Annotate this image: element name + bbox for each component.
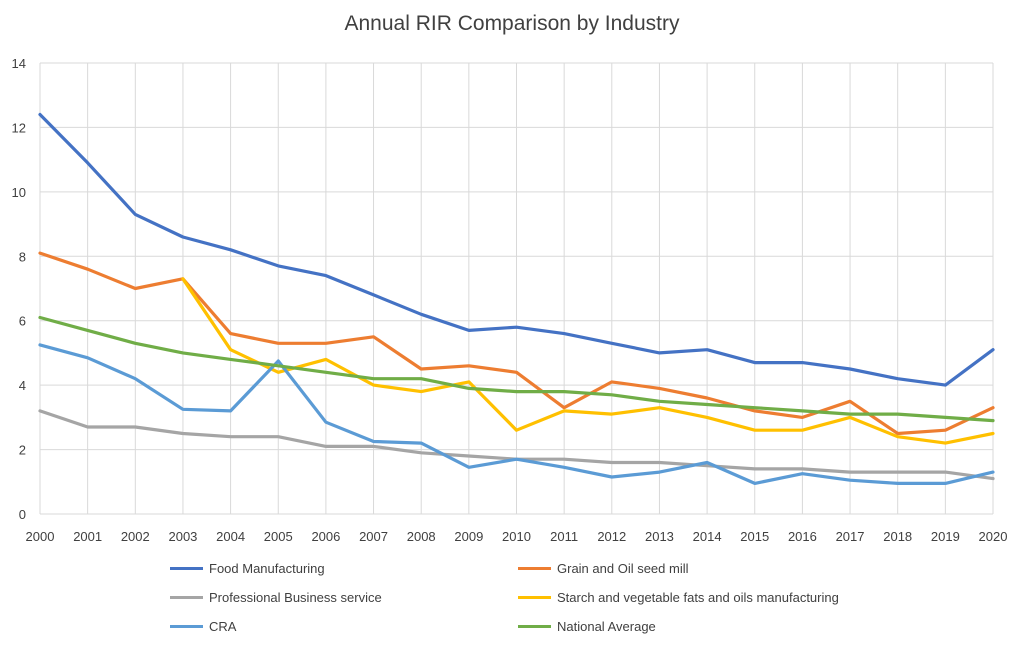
x-tick-label: 2000 [26,529,55,544]
series-line-food-manufacturing [38,112,995,387]
x-tick-label: 2013 [645,529,674,544]
y-tick-label: 12 [12,120,26,135]
y-tick-label: 6 [19,314,26,329]
x-tick-label: 2005 [264,529,293,544]
y-tick-label: 4 [19,378,26,393]
x-tick-label: 2012 [597,529,626,544]
x-tick-label: 2018 [883,529,912,544]
x-tick-label: 2015 [740,529,769,544]
x-tick-label: 2016 [788,529,817,544]
x-tick-label: 2019 [931,529,960,544]
series-line-grain-and-oil-seed-mill [38,251,995,436]
x-tick-label: 2014 [693,529,722,544]
x-tick-label: 2008 [407,529,436,544]
x-tick-label: 2007 [359,529,388,544]
chart-title: Annual RIR Comparison by Industry [344,12,680,35]
x-tick-label: 2020 [979,529,1008,544]
series-line-starch-and-vegetable-fats-and-oils-manufacturing [181,277,995,445]
x-tick-label: 2003 [168,529,197,544]
y-tick-label: 8 [19,249,26,264]
x-tick-label: 2006 [311,529,340,544]
series-line-cra [38,343,995,485]
series-line-national-average [38,315,995,423]
x-tick-label: 2011 [550,529,578,544]
x-tick-label: 2004 [216,529,245,544]
y-tick-label: 14 [12,56,26,71]
y-tick-label: 0 [19,507,26,522]
x-tick-label: 2017 [836,529,865,544]
x-tick-label: 2009 [454,529,483,544]
y-tick-label: 10 [12,185,26,200]
x-tick-label: 2010 [502,529,531,544]
y-tick-label: 2 [19,443,26,458]
x-tick-label: 2001 [73,529,102,544]
x-tick-label: 2002 [121,529,150,544]
